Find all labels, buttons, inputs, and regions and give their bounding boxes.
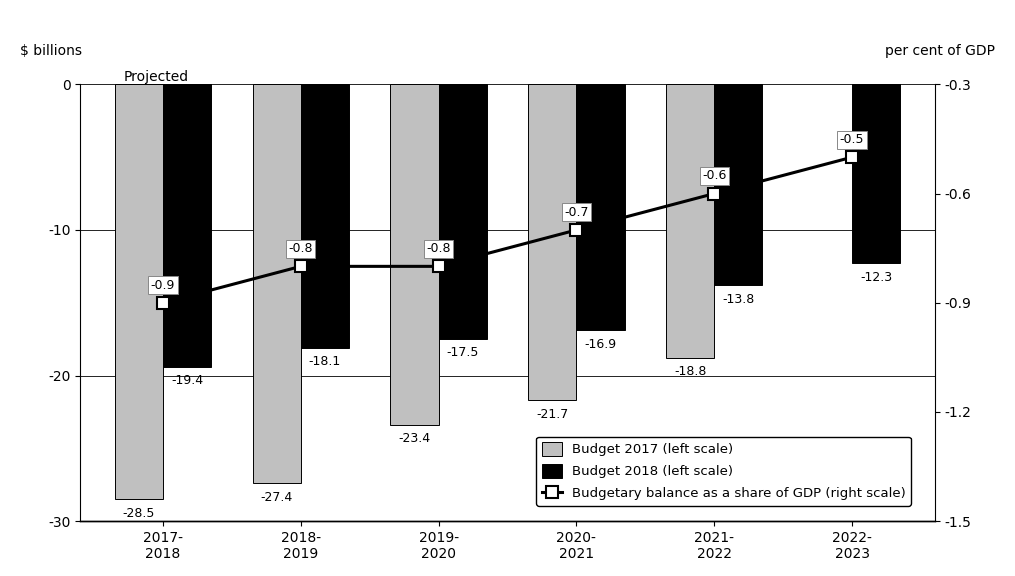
Text: -19.4: -19.4 <box>171 374 203 387</box>
Legend: Budget 2017 (left scale), Budget 2018 (left scale), Budgetary balance as a share: Budget 2017 (left scale), Budget 2018 (l… <box>537 437 911 506</box>
Text: -12.3: -12.3 <box>860 271 892 284</box>
Bar <box>300 85 349 348</box>
Text: $ billions: $ billions <box>20 44 82 58</box>
Text: -18.8: -18.8 <box>674 365 706 378</box>
Bar <box>528 85 577 400</box>
Text: -21.7: -21.7 <box>536 408 568 420</box>
Text: -0.7: -0.7 <box>564 206 589 219</box>
Text: -18.1: -18.1 <box>309 355 341 368</box>
Bar <box>115 85 163 499</box>
Bar <box>577 85 624 331</box>
Bar <box>666 85 715 358</box>
Text: -28.5: -28.5 <box>123 506 155 520</box>
Text: -0.5: -0.5 <box>839 133 865 146</box>
Bar <box>391 85 438 425</box>
Bar <box>715 85 762 285</box>
Bar <box>163 85 211 367</box>
Bar <box>852 85 900 263</box>
Text: Projected: Projected <box>124 70 189 85</box>
Text: -13.8: -13.8 <box>723 293 754 305</box>
Text: -0.8: -0.8 <box>426 242 451 255</box>
Text: -0.6: -0.6 <box>702 169 727 183</box>
Text: -16.9: -16.9 <box>585 338 616 351</box>
Text: -0.9: -0.9 <box>150 279 176 291</box>
Text: -17.5: -17.5 <box>447 346 479 359</box>
Text: -0.8: -0.8 <box>288 242 313 255</box>
Bar <box>253 85 300 483</box>
Text: -27.4: -27.4 <box>261 491 292 503</box>
Bar <box>438 85 487 339</box>
Text: -23.4: -23.4 <box>399 433 430 445</box>
Text: per cent of GDP: per cent of GDP <box>885 44 995 58</box>
